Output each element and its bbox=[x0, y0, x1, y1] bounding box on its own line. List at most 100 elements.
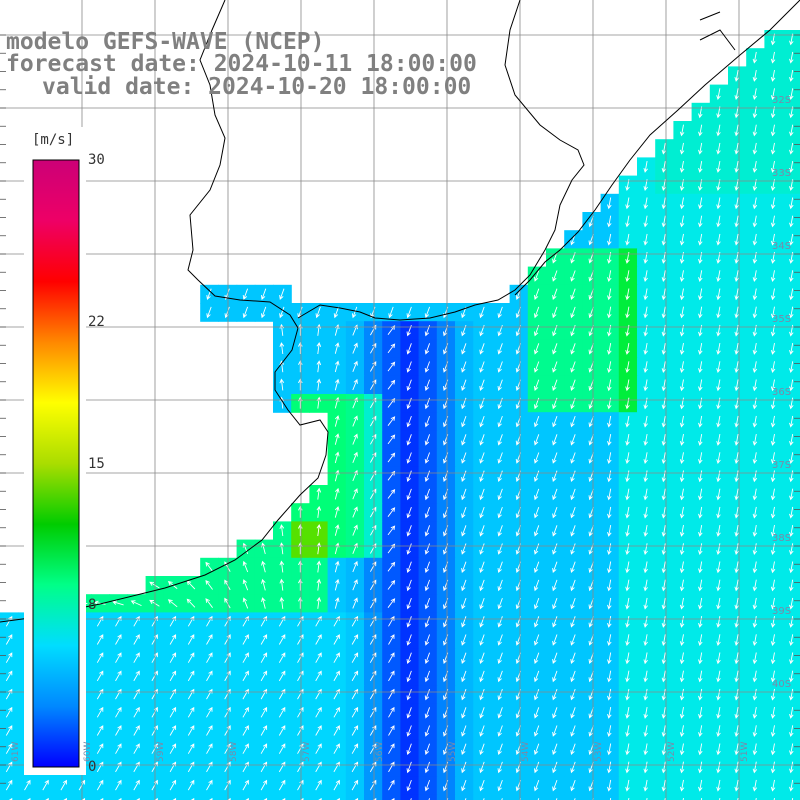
wind-cell bbox=[273, 630, 292, 650]
wind-cell bbox=[182, 776, 201, 795]
wind-arrow bbox=[242, 597, 249, 609]
wind-arrow bbox=[333, 670, 340, 682]
wind-arrow bbox=[679, 434, 685, 446]
wind-arrow bbox=[643, 270, 648, 283]
wind-cell bbox=[109, 758, 128, 777]
wind-arrow bbox=[424, 634, 431, 646]
wind-arrow bbox=[370, 543, 377, 554]
wind-arrow bbox=[789, 306, 794, 319]
wind-arrow bbox=[698, 707, 703, 719]
wind-cell bbox=[364, 721, 383, 741]
wind-arrow bbox=[497, 779, 503, 792]
wind-cell bbox=[345, 758, 365, 777]
wind-arrow bbox=[679, 707, 685, 719]
wind-arrow bbox=[461, 634, 467, 646]
wind-arrow bbox=[570, 779, 576, 792]
wind-arrow bbox=[661, 743, 667, 756]
wind-arrow bbox=[789, 33, 794, 46]
wind-arrow bbox=[679, 725, 685, 738]
wind-arrow bbox=[533, 488, 540, 501]
wind-arrow bbox=[643, 470, 648, 483]
wind-arrow bbox=[661, 215, 667, 228]
wind-arrow bbox=[334, 560, 340, 573]
wind-arrow bbox=[661, 270, 667, 283]
wind-arrow bbox=[607, 452, 612, 465]
wind-arrow bbox=[281, 797, 286, 800]
wind-arrow bbox=[115, 725, 122, 736]
wind-arrow bbox=[552, 634, 558, 646]
wind-arrow bbox=[406, 470, 412, 482]
wind-arrow bbox=[206, 743, 213, 754]
wind-arrow bbox=[789, 270, 794, 283]
wind-arrow bbox=[96, 779, 104, 791]
wind-arrow bbox=[752, 670, 758, 683]
wind-arrow bbox=[406, 488, 412, 501]
wind-cell bbox=[254, 794, 274, 800]
latitude-label: 37S bbox=[772, 460, 792, 471]
wind-arrow bbox=[698, 361, 703, 374]
wind-arrow bbox=[570, 379, 576, 391]
wind-arrow bbox=[679, 652, 685, 665]
wind-arrow bbox=[93, 600, 106, 606]
wind-cell bbox=[0, 776, 19, 795]
wind-cell bbox=[163, 721, 183, 741]
wind-arrow bbox=[734, 288, 739, 301]
wind-arrow bbox=[388, 725, 395, 736]
wind-cell bbox=[364, 685, 383, 704]
wind-arrow bbox=[279, 378, 285, 391]
wind-cell bbox=[455, 794, 474, 800]
wind-cell bbox=[236, 758, 256, 777]
wind-arrow bbox=[497, 415, 503, 428]
wind-cell bbox=[618, 794, 638, 800]
wind-arrow bbox=[770, 779, 776, 792]
wind-arrow bbox=[333, 725, 340, 736]
wind-arrow bbox=[661, 161, 667, 173]
wind-arrow bbox=[263, 797, 268, 800]
wind-arrow bbox=[372, 797, 377, 800]
wind-arrow bbox=[789, 525, 794, 537]
wind-arrow bbox=[533, 434, 540, 446]
wind-arrow bbox=[716, 288, 721, 301]
wind-arrow bbox=[316, 560, 322, 573]
wind-arrow bbox=[533, 343, 540, 355]
wind-arrow bbox=[370, 524, 377, 536]
wind-cell bbox=[364, 794, 383, 800]
wind-arrow bbox=[716, 197, 721, 210]
wind-arrow bbox=[167, 599, 178, 608]
wind-arrow bbox=[661, 434, 667, 446]
wind-arrow bbox=[315, 779, 322, 791]
wind-arrow bbox=[279, 306, 285, 319]
wind-arrow bbox=[698, 634, 703, 647]
wind-arrow bbox=[679, 688, 685, 701]
wind-arrow bbox=[424, 779, 431, 792]
wind-cell bbox=[254, 667, 274, 686]
longitude-label: 56W bbox=[375, 741, 385, 762]
wind-arrow bbox=[752, 452, 758, 465]
wind-arrow bbox=[533, 525, 540, 537]
wind-arrow bbox=[789, 88, 794, 101]
wind-cell bbox=[382, 667, 401, 686]
wind-arrow bbox=[5, 725, 13, 736]
wind-arrow bbox=[552, 743, 558, 755]
wind-cell bbox=[582, 794, 602, 800]
wind-cell bbox=[163, 794, 183, 800]
wind-arrow bbox=[497, 343, 503, 355]
wind-arrow bbox=[278, 634, 286, 645]
wind-arrow bbox=[42, 779, 49, 791]
wind-arrow bbox=[789, 506, 794, 519]
wind-arrow bbox=[770, 343, 776, 355]
wind-arrow bbox=[334, 506, 340, 518]
wind-arrow bbox=[752, 543, 758, 556]
wind-arrow bbox=[643, 488, 648, 501]
wind-arrow bbox=[352, 579, 358, 591]
wind-arrow bbox=[260, 743, 268, 754]
wind-arrow bbox=[206, 779, 213, 791]
wind-cell bbox=[364, 630, 383, 650]
wind-cell bbox=[709, 794, 729, 800]
wind-arrow bbox=[770, 434, 776, 446]
wind-cell bbox=[91, 776, 110, 795]
wind-cell bbox=[564, 794, 583, 800]
wind-arrow bbox=[352, 560, 358, 573]
wind-arrow bbox=[387, 379, 396, 390]
wind-cell bbox=[345, 685, 365, 704]
